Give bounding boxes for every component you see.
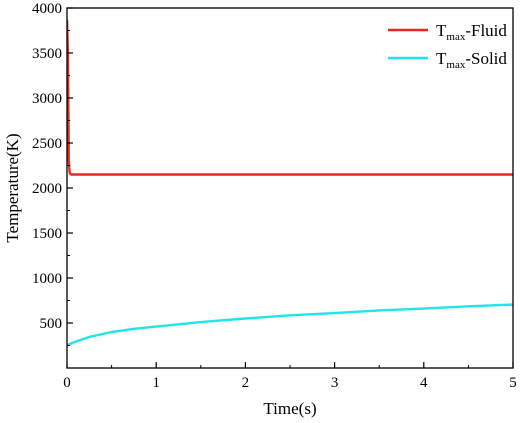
y-tick-label: 1500 — [32, 226, 62, 242]
series-line-1 — [67, 19, 513, 176]
series-line-2 — [67, 303, 513, 347]
x-axis-title: Time(s) — [263, 399, 316, 418]
legend-label: Tmax-Fluid — [436, 21, 507, 43]
y-tick-label: 500 — [40, 316, 63, 332]
x-axis-ticks: 0 1 2 3 4 5 — [63, 362, 517, 391]
legend-item-2: Tmax-Solid — [388, 49, 507, 71]
y-tick-label: 3000 — [32, 91, 62, 107]
x-tick-label: 4 — [420, 375, 428, 391]
y-axis-ticks: 500 1000 1500 2000 2500 3000 3500 4000 — [32, 1, 73, 346]
legend-label: Tmax-Solid — [436, 49, 507, 71]
y-tick-label: 4000 — [32, 1, 62, 17]
series-layer — [67, 19, 513, 347]
y-tick-label: 2000 — [32, 181, 62, 197]
x-tick-label: 0 — [63, 375, 71, 391]
y-tick-label: 3500 — [32, 46, 62, 62]
y-tick-label: 2500 — [32, 136, 62, 152]
x-tick-label: 1 — [152, 375, 160, 391]
legend: Tmax-Fluid Tmax-Solid — [388, 21, 507, 71]
legend-item-1: Tmax-Fluid — [388, 21, 507, 43]
y-axis-title: Temperature(K) — [3, 133, 22, 242]
x-tick-label: 3 — [331, 375, 339, 391]
x-tick-label: 2 — [242, 375, 250, 391]
x-tick-label: 5 — [509, 375, 517, 391]
y-tick-label: 1000 — [32, 271, 62, 287]
